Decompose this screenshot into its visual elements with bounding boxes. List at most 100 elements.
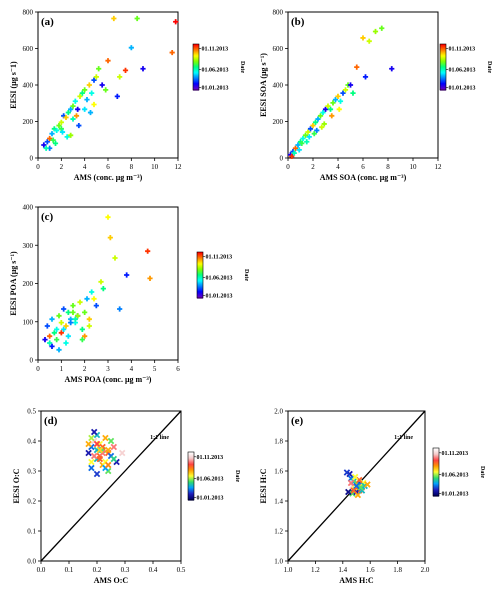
colorbar-segment [433, 473, 439, 475]
colorbar-segment [193, 76, 199, 78]
data-point [75, 313, 81, 319]
data-point [292, 145, 299, 151]
colorbar-segment [440, 58, 446, 61]
colorbar-segment [440, 67, 446, 69]
data-point [89, 90, 95, 96]
colorbar-segment [193, 49, 199, 52]
colorbar-title: Date [486, 61, 492, 73]
colorbar-segment [440, 87, 446, 90]
y-tick-label: 0 [30, 155, 34, 163]
colorbar-segment [197, 266, 203, 269]
data-point [354, 64, 360, 70]
data-point [302, 132, 309, 138]
colorbar-segment [193, 67, 199, 69]
colorbar-tick-label: 01.01.2013 [449, 86, 476, 92]
data-point [340, 90, 346, 96]
colorbar-segment [433, 463, 439, 466]
colorbar-segment [193, 54, 199, 57]
data-point [90, 428, 98, 436]
colorbar: 01.11.2013 01.06.2013 01.01.2013 Date [187, 451, 240, 502]
colorbar-segment [188, 497, 194, 500]
data-point [77, 299, 83, 305]
colorbar-segment [433, 487, 439, 490]
data-point [82, 333, 88, 339]
x-tick-label: 0.0 [37, 566, 46, 574]
colorbar-segment [433, 467, 439, 469]
data-point [347, 82, 354, 88]
colorbar-segment [440, 63, 446, 66]
colorbar-frame [192, 43, 200, 91]
data-point [73, 113, 80, 119]
colorbar-segment [440, 80, 446, 83]
colorbar: 01.11.2013 01.06.2013 01.01.2013 Date [432, 447, 485, 498]
colorbar-segment [440, 46, 446, 49]
plot-frame [37, 11, 179, 159]
colorbar-segment [193, 64, 199, 67]
colorbar-tick-label: 01.06.2013 [197, 476, 224, 482]
panel-c: 0 1 2 3 4 5 6 0 100 200 300 400 AMS POA (conc. μg m⁻… [9, 204, 249, 385]
colorbar-segment [433, 448, 439, 450]
data-point [82, 87, 88, 93]
colorbar-segment [433, 491, 439, 493]
colorbar-segment [188, 471, 194, 473]
x-tick-label: 1 [60, 365, 64, 373]
colorbar-tick-label: 01.11.2013 [197, 455, 224, 461]
colorbar-segment [440, 61, 446, 63]
data-point [372, 28, 379, 35]
data-point [320, 109, 326, 116]
data-point [357, 484, 364, 491]
colorbar-tick-label: 01.11.2013 [442, 451, 469, 457]
y-tick-label: 1.2 [274, 528, 283, 536]
y-tick-label: 800 [273, 9, 284, 17]
data-point [350, 90, 356, 96]
colorbar-segment [188, 470, 194, 472]
y-tick-label: 0.3 [27, 468, 36, 476]
data-point [90, 452, 98, 460]
colorbar-segment [188, 496, 194, 499]
x-tick-label: 10 [410, 163, 418, 171]
colorbar-segment [193, 68, 199, 70]
data-point [145, 248, 151, 254]
panel-label: (e) [291, 415, 304, 427]
x-tick-label: 6 [106, 163, 110, 171]
data-point [79, 90, 85, 96]
colorbar-segment [433, 476, 439, 479]
data-point [72, 316, 78, 322]
colorbar-segment [188, 458, 194, 460]
x-tick-label: 6 [176, 365, 180, 373]
x-axis-label: AMS (conc. μg m⁻³) [74, 173, 143, 182]
data-point [88, 458, 95, 466]
one-to-one-line [40, 410, 182, 562]
y-axis-label: EESI POA (μg s⁻¹) [9, 251, 18, 316]
colorbar-segment [197, 258, 203, 261]
panel-b: 0 2 4 6 8 10 12 0 200 400 600 800 AMS SOA (conc. μg … [259, 9, 492, 183]
data-point [325, 103, 331, 109]
colorbar-segment [193, 48, 199, 51]
colorbar-segment [433, 452, 439, 455]
colorbar-segment [440, 83, 446, 85]
data-point [110, 455, 118, 463]
colorbar-segment [433, 449, 439, 451]
colorbar-segment [188, 483, 194, 485]
colorbar-segment [188, 461, 194, 464]
data-point [65, 309, 71, 315]
data-point [307, 126, 314, 132]
colorbar-segment [433, 478, 439, 480]
data-point [321, 121, 327, 127]
x-tick-label: 8 [386, 163, 390, 171]
data-point [104, 461, 112, 469]
data-point [87, 109, 94, 116]
colorbar-segment [188, 474, 194, 477]
data-point [117, 306, 123, 312]
colorbar-segment [193, 71, 199, 74]
colorbar-segment [440, 60, 446, 62]
x-tick-label: 1.6 [366, 566, 375, 574]
colorbar-segment [433, 490, 439, 492]
colorbar-segment [193, 77, 199, 80]
data-point [50, 137, 56, 143]
colorbar-segment [433, 462, 439, 465]
data-point [322, 106, 329, 112]
data-point [310, 122, 316, 129]
data-point [98, 279, 104, 285]
colorbar-tick-label: 01.01.2013 [202, 86, 229, 92]
